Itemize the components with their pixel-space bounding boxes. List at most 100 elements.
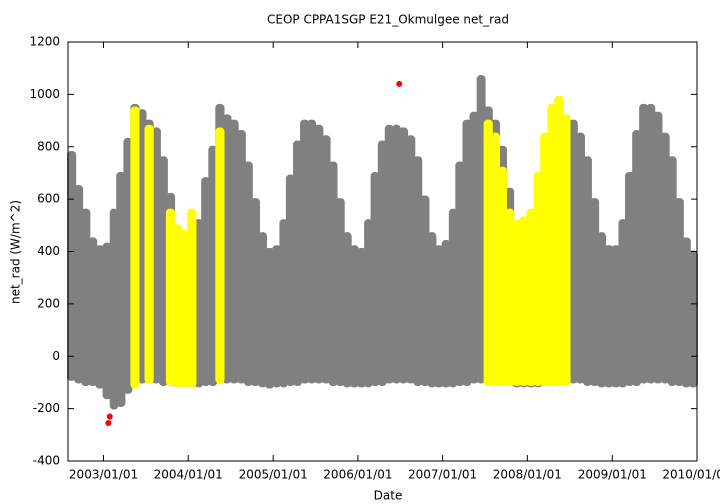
data-range: [469, 111, 479, 384]
data-range: [215, 127, 225, 384]
data-range: [667, 156, 677, 387]
data-range: [597, 232, 607, 388]
data-range: [285, 174, 296, 387]
data-range: [540, 132, 550, 387]
x-tick-label: 2003/01/01: [69, 468, 138, 482]
data-range: [427, 232, 437, 388]
y-tick-label: 1200: [29, 35, 60, 49]
data-range: [483, 119, 493, 387]
data-range: [158, 156, 168, 387]
x-tick-label: 2008/01/01: [493, 468, 562, 482]
data-range: [229, 119, 239, 384]
data-range: [307, 119, 317, 384]
y-tick-label: 600: [37, 192, 60, 206]
data-range: [74, 185, 84, 384]
data-range: [81, 208, 91, 387]
data-range: [639, 103, 649, 384]
y-tick-label: -200: [33, 401, 60, 415]
y-tick-label: 0: [52, 349, 60, 363]
data-range: [498, 166, 507, 387]
data-range: [455, 161, 465, 387]
data-range: [575, 132, 585, 384]
data-range: [328, 161, 338, 387]
data-range: [201, 177, 211, 387]
data-range: [342, 232, 352, 388]
data-range: [314, 124, 324, 384]
data-range: [476, 75, 486, 384]
data-range: [293, 140, 303, 387]
data-range: [624, 171, 635, 387]
data-range: [547, 103, 557, 387]
outlier-point: [396, 80, 403, 87]
data-range: [144, 124, 154, 384]
data-range: [173, 224, 183, 388]
data-range: [250, 198, 261, 387]
data-range: [377, 140, 387, 387]
data-range: [504, 208, 515, 387]
plot-area: [67, 75, 699, 427]
data-range: [243, 161, 253, 387]
x-tick-label: 2004/01/01: [154, 468, 223, 482]
chart-title: CEOP CPPA1SGP E21_Okmulgee net_rad: [267, 13, 509, 27]
data-range: [561, 114, 571, 387]
data-range: [526, 208, 536, 387]
data-range: [568, 119, 578, 384]
data-range: [194, 219, 204, 388]
data-range: [384, 124, 394, 384]
data-range: [356, 247, 367, 388]
data-range: [236, 130, 246, 384]
x-tick-label: 2006/01/01: [323, 468, 392, 482]
data-range: [398, 127, 409, 384]
data-range: [123, 137, 133, 394]
outlier-point: [105, 420, 112, 427]
x-tick-label: 2009/01/01: [578, 468, 647, 482]
data-range: [604, 245, 614, 388]
data-range: [222, 114, 232, 384]
data-range: [300, 119, 310, 384]
x-axis-label: Date: [374, 489, 403, 503]
data-range: [554, 95, 564, 387]
data-range: [180, 229, 190, 388]
data-range: [660, 132, 670, 384]
data-range: [653, 111, 663, 384]
data-range: [533, 171, 543, 387]
data-range: [646, 103, 656, 384]
data-range: [67, 150, 77, 381]
y-tick-label: 800: [37, 139, 60, 153]
data-range: [88, 237, 98, 387]
data-range: [391, 124, 401, 384]
data-range: [589, 198, 600, 387]
data-range: [632, 130, 642, 387]
y-axis-label: net_rad (W/m^2): [9, 200, 23, 304]
data-range: [165, 208, 176, 387]
data-range: [462, 119, 472, 387]
data-range: [681, 237, 691, 388]
data-range: [434, 245, 444, 388]
data-range: [187, 208, 197, 388]
data-range: [420, 195, 430, 387]
y-tick-label: 400: [37, 244, 60, 258]
data-range: [490, 132, 501, 387]
y-tick-label: 200: [37, 296, 60, 310]
data-range: [335, 198, 345, 387]
data-range: [611, 245, 621, 388]
outlier-point: [106, 413, 113, 420]
data-range: [116, 171, 126, 408]
data-range: [349, 245, 359, 388]
data-range: [321, 135, 331, 384]
data-range: [582, 156, 592, 387]
data-range: [95, 245, 105, 389]
data-range: [519, 216, 529, 387]
data-range: [272, 245, 282, 388]
x-tick-label: 2005/01/01: [239, 468, 308, 482]
data-range: [137, 109, 147, 384]
y-tick-label: -400: [33, 454, 60, 468]
data-range: [512, 219, 522, 387]
x-tick-label: 2010/01/01: [662, 468, 720, 482]
data-range: [130, 106, 140, 389]
data-range: [406, 135, 416, 384]
data-range: [441, 240, 451, 388]
y-tick-label: 1000: [29, 87, 60, 101]
